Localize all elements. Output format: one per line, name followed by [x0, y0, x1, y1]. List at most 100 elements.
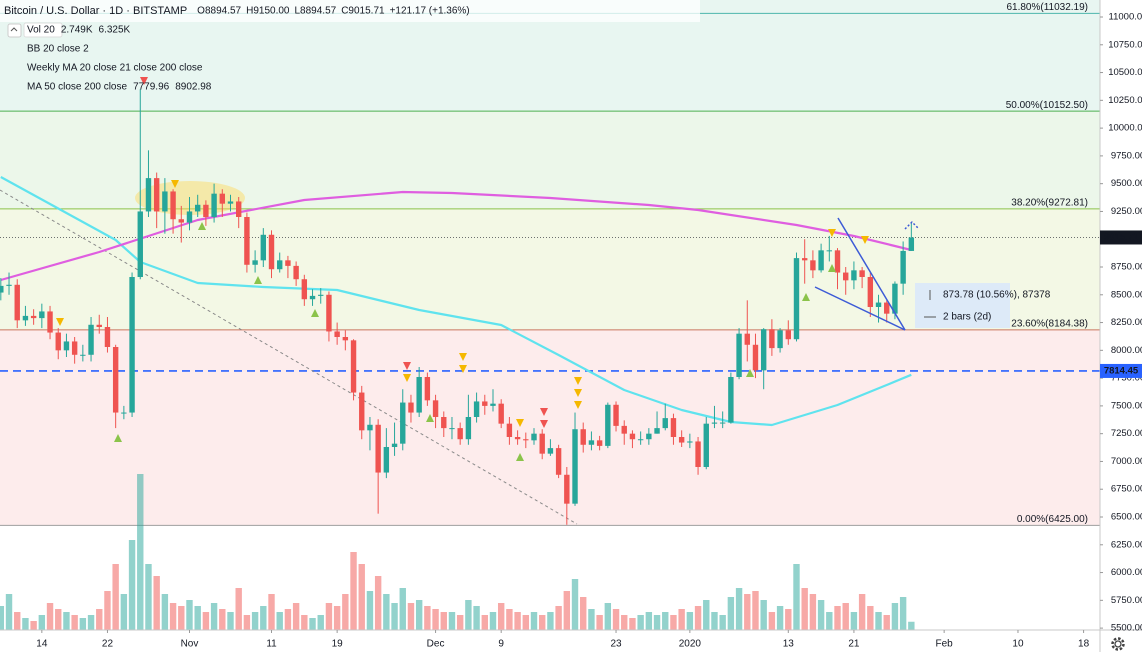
- volume-bar: [440, 612, 447, 630]
- x-tick-label: 14: [36, 639, 48, 650]
- volume-bar: [374, 576, 382, 630]
- candle-body: [728, 377, 734, 423]
- volume-bar: [30, 621, 37, 630]
- candle-body: [318, 294, 324, 296]
- gear-hub: [1114, 640, 1122, 648]
- volume-bar: [481, 615, 488, 630]
- y-tick-label: 8500.00: [1111, 289, 1142, 300]
- volume-bar: [670, 615, 677, 630]
- volume-bar: [22, 618, 29, 630]
- x-tick-label: 10: [1012, 639, 1024, 650]
- legend-label: Vol 20: [27, 25, 55, 36]
- y-tick-label: 6250.00: [1111, 539, 1142, 550]
- candle-body: [810, 260, 816, 271]
- measure-price: 873.78 (10.56%), 87378: [943, 290, 1051, 301]
- volume-bar: [580, 597, 587, 630]
- marker: [426, 414, 434, 422]
- volume-bar: [473, 606, 480, 630]
- volume-bar: [826, 612, 833, 630]
- x-tick-label: 23: [610, 639, 622, 650]
- candle-body: [80, 354, 86, 356]
- volume-bar: [366, 591, 374, 630]
- signal-red-markers: [140, 77, 548, 428]
- volume-bar: [46, 603, 54, 630]
- candle-body: [613, 404, 619, 426]
- candle-body: [449, 428, 455, 430]
- volume-bar: [694, 606, 702, 630]
- header-bg: [0, 0, 700, 22]
- y-tick-label: 5750.00: [1111, 595, 1142, 606]
- candle-body: [408, 402, 414, 413]
- candle-body: [884, 302, 890, 314]
- candle-body: [219, 193, 225, 204]
- candle-body: [482, 401, 488, 406]
- marker: [56, 318, 64, 326]
- gear-teeth: [1111, 637, 1125, 651]
- volume-bar: [908, 621, 915, 630]
- legend-value: 6.325K: [99, 25, 131, 36]
- marker: [140, 77, 148, 85]
- candle-body: [703, 423, 709, 467]
- marker: [403, 362, 411, 370]
- candle-body: [277, 260, 283, 270]
- volume-bar: [645, 612, 653, 630]
- highlight-ellipse: [135, 181, 245, 215]
- fib-label: 61.80%(11032.19): [1006, 2, 1088, 13]
- marker: [574, 377, 582, 385]
- y-tick-label: 7000.00: [1111, 456, 1142, 467]
- volume-bar: [243, 615, 251, 630]
- wedge-line: [837, 217, 906, 331]
- volume-bar: [55, 609, 62, 630]
- fib-label: 50.00%(10152.50): [1006, 100, 1088, 111]
- candle-body: [736, 333, 742, 377]
- volume-bar: [210, 603, 218, 630]
- volume-bar: [539, 615, 546, 630]
- marker: [861, 236, 869, 244]
- volume-bar: [621, 615, 628, 630]
- candle-body: [326, 294, 332, 332]
- volume-bar: [596, 615, 603, 630]
- x-tick-label: 18: [1078, 639, 1090, 650]
- volume-bar: [104, 591, 111, 630]
- candle-body: [104, 327, 111, 347]
- marker: [311, 309, 319, 317]
- candle-body: [490, 403, 496, 406]
- candle-body: [621, 425, 627, 434]
- candle-body: [531, 433, 537, 441]
- candle-body: [194, 204, 201, 212]
- candle-body: [293, 265, 299, 280]
- candle-body: [670, 418, 677, 437]
- candle-body: [547, 448, 554, 454]
- candle-body: [711, 422, 718, 424]
- ohlc-value: C9015.71: [341, 6, 385, 17]
- collapse-button[interactable]: [7, 23, 22, 38]
- volume-bar: [5, 594, 13, 630]
- background-layer: [0, 0, 1100, 526]
- candle-body: [875, 302, 882, 307]
- candle-body: [719, 422, 726, 424]
- volume-bar: [342, 594, 349, 630]
- candle-body: [350, 340, 357, 393]
- volume-bar: [653, 615, 661, 630]
- candle-body: [818, 250, 824, 271]
- volume-bar: [202, 612, 210, 630]
- candle-body: [309, 295, 316, 300]
- candle-body: [71, 341, 78, 355]
- y-tick-label: 7250.00: [1111, 428, 1142, 439]
- candle-body: [268, 234, 275, 270]
- price-tag-label: 7814.45: [1104, 365, 1139, 376]
- candle-body: [539, 433, 545, 454]
- x-tick-label: 11: [266, 639, 277, 650]
- candle-body: [596, 440, 603, 446]
- candle-body: [244, 217, 250, 265]
- volume-bar: [112, 564, 119, 630]
- volume-bar: [407, 603, 415, 630]
- fib-label: 38.20%(9272.81): [1011, 198, 1088, 209]
- volume-bar: [186, 600, 193, 630]
- collapse-icon: [10, 27, 18, 32]
- volume-bar: [711, 612, 718, 630]
- candle-body: [662, 418, 668, 429]
- settings-icon[interactable]: [1111, 637, 1125, 651]
- volume-bar: [629, 618, 636, 630]
